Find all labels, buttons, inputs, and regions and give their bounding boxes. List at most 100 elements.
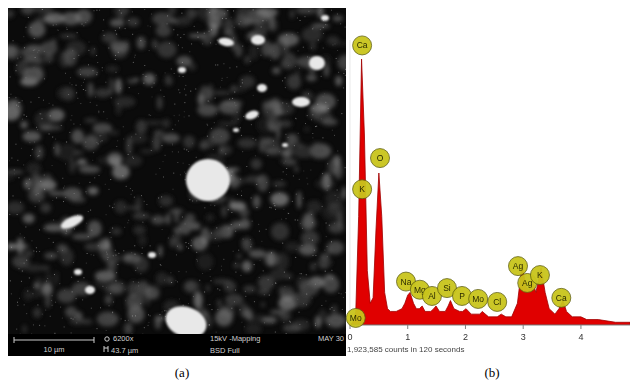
sem-dot xyxy=(16,105,17,106)
sem-dot xyxy=(326,223,327,224)
element-marker xyxy=(509,257,528,276)
sem-dot xyxy=(123,250,124,251)
sem-grain xyxy=(109,77,114,94)
x-tick xyxy=(407,325,408,329)
sem-dot xyxy=(324,250,325,251)
sem-dot xyxy=(164,280,165,281)
sem-dot xyxy=(96,55,97,56)
sem-dot xyxy=(83,277,84,278)
sem-dot xyxy=(329,324,330,325)
sem-dot xyxy=(113,207,114,208)
sem-dot xyxy=(74,193,75,194)
element-label: Ca xyxy=(556,293,567,303)
sem-dot xyxy=(231,308,232,309)
sem-grain xyxy=(304,127,310,132)
sem-dot xyxy=(323,48,324,49)
sem-dot xyxy=(66,231,67,232)
sem-dot xyxy=(65,197,66,198)
magnification: 6200x xyxy=(113,334,134,343)
sem-dot xyxy=(83,82,84,83)
sem-dot xyxy=(44,228,45,229)
x-tick xyxy=(523,325,524,329)
sem-dot xyxy=(227,287,228,288)
sem-dot xyxy=(296,249,297,250)
sem-grain xyxy=(41,125,63,131)
sem-dot xyxy=(321,76,322,77)
sem-dot xyxy=(177,34,178,35)
element-label: Mo xyxy=(472,294,484,304)
sem-dot xyxy=(176,254,177,255)
sem-dot xyxy=(115,72,116,73)
sem-dot xyxy=(159,253,160,254)
sem-dot xyxy=(185,242,186,243)
sem-dot xyxy=(71,332,72,333)
sem-particle xyxy=(217,37,234,48)
sem-dot xyxy=(221,266,222,267)
sem-dot xyxy=(167,15,168,16)
sem-particle xyxy=(59,212,85,231)
sem-dot xyxy=(109,189,110,190)
sem-grain xyxy=(221,205,227,217)
sem-dot xyxy=(92,160,93,161)
sem-dot xyxy=(202,238,203,239)
sem-dot xyxy=(221,80,222,81)
sem-dot xyxy=(40,181,41,182)
sem-dot xyxy=(295,219,296,220)
sem-dot xyxy=(283,209,284,210)
sem-grain xyxy=(263,137,273,145)
sem-grain xyxy=(26,45,44,51)
sem-grain xyxy=(128,305,145,323)
sem-dot xyxy=(121,318,122,319)
sem-dot xyxy=(228,227,229,228)
sem-dot xyxy=(83,89,84,90)
sem-dot xyxy=(295,66,296,67)
sem-grain xyxy=(283,159,298,166)
sem-grain xyxy=(70,196,86,203)
sem-dot xyxy=(239,23,240,24)
sem-dot xyxy=(285,87,286,88)
sem-dot xyxy=(240,127,241,128)
sem-dot xyxy=(79,183,80,184)
sem-dot xyxy=(312,114,313,115)
sem-dot xyxy=(169,308,170,309)
sem-grain xyxy=(200,138,215,148)
sem-dot xyxy=(197,32,198,33)
sem-dot xyxy=(44,51,45,52)
sem-dot xyxy=(72,291,73,292)
sem-grain xyxy=(215,309,233,327)
sem-dot xyxy=(233,251,234,252)
sem-grain xyxy=(183,280,201,294)
sem-dot xyxy=(316,126,317,127)
sem-dot xyxy=(14,173,15,174)
sem-dot xyxy=(105,184,106,185)
sem-dot xyxy=(152,141,153,142)
sem-dot xyxy=(241,191,242,192)
sem-dot xyxy=(337,50,338,51)
sem-dot xyxy=(80,124,81,125)
x-tick-label: 4 xyxy=(578,332,583,342)
sem-dot xyxy=(283,322,284,323)
sem-grain xyxy=(218,145,232,155)
sem-dot xyxy=(36,251,37,252)
sem-dot xyxy=(331,10,332,11)
sem-grain xyxy=(87,187,98,195)
sem-dot xyxy=(10,94,11,95)
sem-dot xyxy=(257,48,258,49)
sem-dot xyxy=(38,50,39,51)
sem-dot xyxy=(152,96,153,97)
sem-dot xyxy=(338,61,339,62)
sem-dot xyxy=(327,185,328,186)
sem-dot xyxy=(226,18,227,19)
x-tick-label: 3 xyxy=(521,332,526,342)
sem-dot xyxy=(189,115,190,116)
sem-dot xyxy=(299,312,300,313)
sem-dot xyxy=(175,124,176,125)
sem-dot xyxy=(207,124,208,125)
sem-dot xyxy=(182,216,183,217)
sem-dot xyxy=(85,142,86,143)
sem-dot xyxy=(192,143,193,144)
sem-dot xyxy=(288,213,289,214)
sem-dot xyxy=(317,104,318,105)
sem-dot xyxy=(72,50,73,51)
sem-dot xyxy=(272,323,273,324)
